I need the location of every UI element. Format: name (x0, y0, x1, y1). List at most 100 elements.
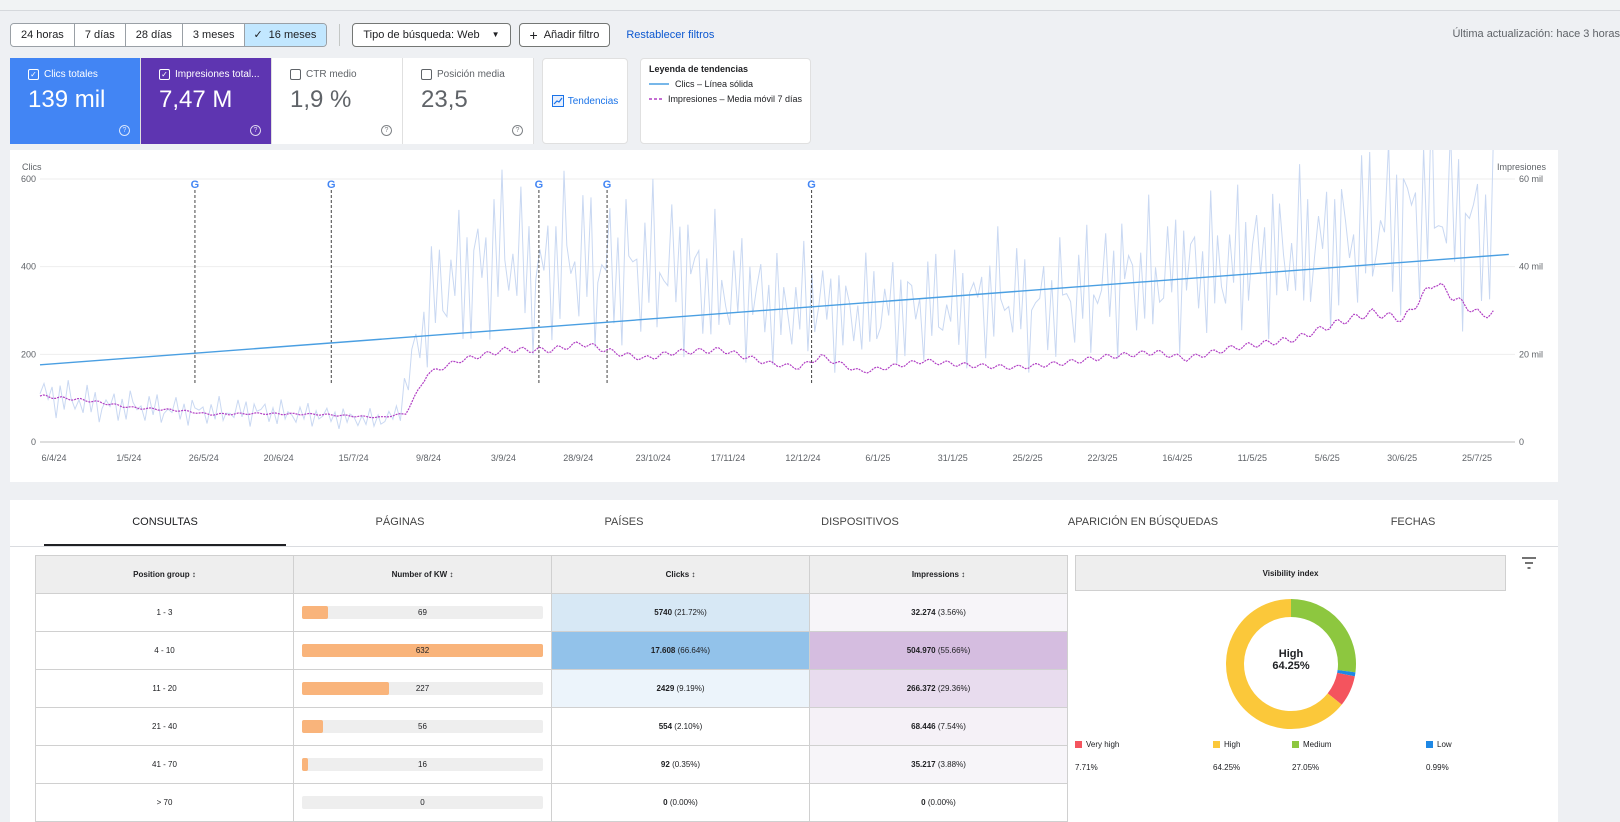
tab-queries[interactable]: CONSULTAS (132, 516, 198, 528)
top-border (0, 0, 1620, 11)
kw-count: 69 (418, 608, 427, 617)
cell-impressions: 504.970 (55.66%) (809, 631, 1068, 670)
legend-title: Leyenda de tendencias (649, 64, 749, 74)
legend-item-medium[interactable]: Medium (1292, 740, 1331, 749)
range-24h-button[interactable]: 24 horas (11, 24, 75, 46)
clicks-value: 2429 (656, 684, 675, 693)
metric-card-impressions[interactable]: ✓ Impresiones total... 7,47 M ? (141, 58, 272, 144)
filter-icon[interactable] (1522, 556, 1536, 574)
checkbox-checked-icon[interactable]: ✓ (28, 69, 39, 80)
donut-slice-low[interactable] (1337, 669, 1356, 677)
add-filter-label: Añadir filtro (543, 29, 600, 41)
legend-item-high[interactable]: High (1213, 740, 1240, 749)
clicks-percent: (9.19%) (676, 684, 705, 693)
column-header-clicks[interactable]: Clicks ↕ (551, 555, 810, 594)
cell-clicks: 92 (0.35%) (551, 745, 810, 784)
tab-dates[interactable]: FECHAS (1390, 516, 1436, 528)
kw-bar: 227 (302, 682, 543, 695)
series-line-clicks-daily (39, 92, 1495, 430)
table-row[interactable]: 11 - 20 227 2429 (9.19%) 266.372 (29.36%) (35, 669, 1068, 708)
impressions-percent: (7.54%) (937, 722, 966, 731)
y-left-tick-label: 400 (21, 262, 36, 272)
visibility-donut-chart (1226, 599, 1356, 729)
add-filter-button[interactable]: + Añadir filtro (518, 23, 611, 47)
range-7d-button[interactable]: 7 días (74, 24, 126, 46)
cell-number-of-kw: 227 (293, 669, 552, 708)
legend-label: High (1224, 740, 1241, 749)
cell-number-of-kw: 16 (293, 745, 552, 784)
series-line-impressions (39, 282, 1494, 419)
x-tick-label: 16/4/25 (1162, 453, 1192, 463)
kw-bar: 56 (302, 720, 543, 733)
metric-card-ctr[interactable]: CTR medio 1,9 % ? (272, 58, 403, 144)
kw-bar: 69 (302, 606, 543, 619)
reset-filters-link[interactable]: Restablecer filtros (626, 29, 715, 41)
x-tick-label: 25/2/25 (1013, 453, 1043, 463)
kw-bar: 0 (302, 796, 543, 809)
search-type-dropdown[interactable]: Tipo de búsqueda: Web ▼ (352, 23, 511, 47)
tab-devices[interactable]: DISPOSITIVOS (821, 516, 899, 528)
donut-slice-high[interactable] (1226, 599, 1342, 729)
checkbox-unchecked-icon[interactable] (421, 69, 432, 80)
metric-card-clicks[interactable]: ✓ Clics totales 139 mil ? (10, 58, 141, 144)
metric-cards: ✓ Clics totales 139 mil ? ✓ Impresiones to… (10, 58, 534, 144)
help-icon[interactable]: ? (119, 125, 130, 136)
table-row[interactable]: 41 - 70 16 92 (0.35%) 35.217 (3.88%) (35, 745, 1068, 784)
impressions-percent: (29.36%) (937, 684, 971, 693)
table-row[interactable]: > 70 0 0 (0.00%) 0 (0.00%) (35, 783, 1068, 822)
donut-center-label: High 64.25% (1255, 648, 1327, 672)
range-28d-button[interactable]: 28 días (125, 24, 183, 46)
cell-clicks: 0 (0.00%) (551, 783, 810, 822)
help-icon[interactable]: ? (381, 125, 392, 136)
google-logo-icon: G (535, 179, 544, 191)
y-left-tick-label: 600 (21, 174, 36, 184)
donut-slice-medium[interactable] (1290, 599, 1356, 673)
table-row[interactable]: 4 - 10 632 17.608 (66.64%) 504.970 (55.66%) (35, 631, 1068, 670)
kw-bar-fill (302, 644, 543, 657)
cell-clicks: 554 (2.10%) (551, 707, 810, 746)
table-row[interactable]: 1 - 3 69 5740 (21.72%) 32.274 (3.56%) (35, 593, 1068, 632)
trends-toggle[interactable]: Tendencias (542, 58, 628, 144)
cell-clicks: 5740 (21.72%) (551, 593, 810, 632)
metric-value: 7,47 M (159, 86, 233, 113)
legend-item-very-high[interactable]: Very high (1075, 740, 1119, 749)
help-icon[interactable]: ? (250, 125, 261, 136)
toolbar: 24 horas 7 días 28 días 3 meses ✓ 16 mese… (10, 23, 714, 47)
help-icon[interactable]: ? (512, 125, 523, 136)
y-right-tick-label: 60 mil (1519, 174, 1543, 184)
x-tick-label: 25/7/25 (1462, 453, 1492, 463)
checkbox-checked-icon[interactable]: ✓ (159, 69, 170, 80)
trends-label: Tendencias (567, 95, 619, 107)
donut-center-category: High (1278, 648, 1304, 660)
tab-pages[interactable]: PÁGINAS (375, 516, 425, 528)
column-header-impressions[interactable]: Impressions ↕ (809, 555, 1068, 594)
impressions-percent: (3.88%) (937, 760, 966, 769)
clicks-value: 92 (660, 760, 670, 769)
clicks-percent: (0.35%) (672, 760, 701, 769)
x-tick-label: 11/5/25 (1238, 453, 1267, 463)
impressions-value: 504.970 (906, 646, 936, 655)
clicks-value: 17.608 (650, 646, 676, 655)
impressions-value: 32.274 (911, 608, 936, 617)
metric-card-position[interactable]: Posición media 23,5 ? (403, 58, 534, 144)
clicks-value: 5740 (654, 608, 673, 617)
table-row[interactable]: 21 - 40 56 554 (2.10%) 68.446 (7.54%) (35, 707, 1068, 746)
tab-countries[interactable]: PAÍSES (604, 516, 644, 528)
range-3m-button[interactable]: 3 meses (182, 24, 246, 46)
y-left-tick-label: 200 (21, 349, 36, 359)
x-tick-label: 3/9/24 (491, 453, 516, 463)
checkbox-unchecked-icon[interactable] (290, 69, 301, 80)
column-header-number-of-kw[interactable]: Number of KW ↕ (293, 555, 552, 594)
legend-label: Very high (1086, 740, 1120, 749)
range-16m-button[interactable]: ✓ 16 meses (245, 24, 327, 46)
solid-line-icon (649, 83, 669, 85)
donut-slice-very-high[interactable] (1327, 672, 1355, 705)
kw-bar: 632 (302, 644, 543, 657)
tab-search-appearance[interactable]: APARICIÓN EN BÚSQUEDAS (1067, 516, 1219, 528)
column-header-position-group[interactable]: Position group ↕ (35, 555, 294, 594)
x-tick-label: 22/3/25 (1088, 453, 1118, 463)
x-tick-label: 5/6/25 (1315, 453, 1340, 463)
legend-value: 7.71% (1075, 763, 1098, 772)
cell-position-group: 11 - 20 (35, 669, 294, 708)
legend-item-low[interactable]: Low (1426, 740, 1452, 749)
